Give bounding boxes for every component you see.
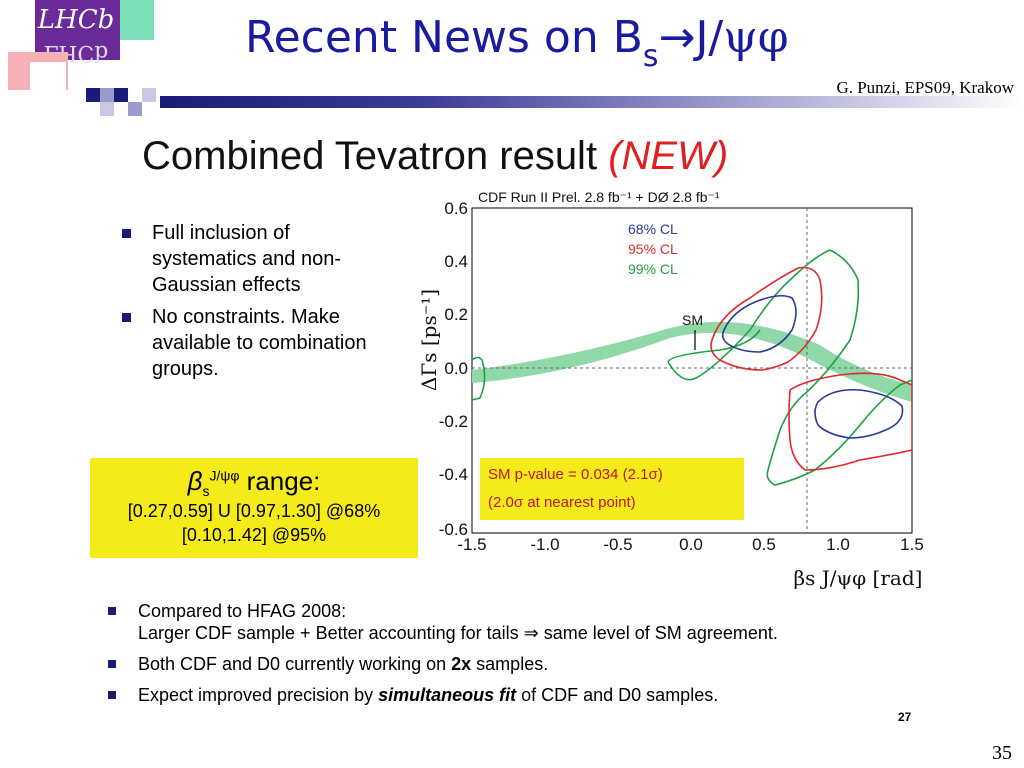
pvalue-line-1: SM p-value = 0.034 (2.1σ) bbox=[488, 466, 663, 483]
contour-99-upper bbox=[667, 249, 912, 486]
x-tick: -0.5 bbox=[603, 535, 632, 554]
beta-superscript: J/ψφ bbox=[209, 467, 240, 484]
byline: G. Punzi, EPS09, Krakow bbox=[836, 78, 1014, 97]
bullet-item: Both CDF and D0 currently working on 2x … bbox=[104, 653, 1004, 675]
x-tick: 1.5 bbox=[900, 535, 924, 554]
bottom-bullet-list: Compared to HFAG 2008: Larger CDF sample… bbox=[104, 600, 1004, 715]
legend-99: 99% CL bbox=[628, 261, 678, 277]
bullet-item: Expect improved precision by simultaneou… bbox=[104, 684, 1004, 706]
x-tick: 1.0 bbox=[826, 535, 850, 554]
y-axis-label: ΔΓs [ps⁻¹] bbox=[420, 289, 441, 391]
x-axis-ticks: -1.5 -1.0 -0.5 0.0 0.5 1.0 1.5 bbox=[457, 535, 923, 554]
contour-68-lower bbox=[814, 388, 904, 439]
contour-plot: CDF Run II Prel. 2.8 fb⁻¹ + DØ 2.8 fb⁻¹ … bbox=[420, 189, 924, 590]
beta-symbol: β bbox=[187, 466, 203, 496]
y-tick: -0.2 bbox=[439, 412, 468, 431]
slide-title: Recent News on Bs→J/ψφ bbox=[245, 10, 789, 74]
y-tick: 0.6 bbox=[444, 199, 468, 218]
x-tick: -1.5 bbox=[457, 535, 486, 554]
title-rule bbox=[160, 96, 1024, 108]
pvalue-box bbox=[480, 458, 744, 520]
inner-page-number: 27 bbox=[898, 710, 912, 724]
contour-68-upper bbox=[721, 294, 797, 353]
beta-range-line-2: [0.10,1.42] @95% bbox=[181, 525, 327, 546]
headline: Combined Tevatron result (NEW) bbox=[142, 134, 728, 179]
beta-range-header: βsJ/ψφ range: bbox=[90, 466, 418, 499]
bullet-item: No constraints. Make available to combin… bbox=[118, 304, 398, 382]
bullet-line: Compared to HFAG 2008: bbox=[138, 601, 347, 621]
pvalue-line-2: (2.0σ at nearest point) bbox=[488, 494, 636, 511]
headline-tag: (NEW) bbox=[608, 134, 729, 178]
title-jpsi: J/ bbox=[695, 12, 724, 63]
sm-band bbox=[472, 321, 912, 402]
title-subscript: s bbox=[642, 39, 659, 74]
x-axis-label: βs J/ψφ [rad] bbox=[794, 566, 923, 590]
bullet-text: samples. bbox=[471, 654, 549, 674]
beta-range-line-1: [0.27,0.59] U [0.97,1.30] @68% bbox=[127, 501, 381, 522]
top-bullet-list: Full inclusion of systematics and non-Ga… bbox=[118, 220, 398, 388]
contour-95-lower bbox=[788, 372, 912, 471]
headline-text: Combined Tevatron result bbox=[142, 134, 598, 178]
y-tick: -0.4 bbox=[439, 465, 468, 484]
lhcb-logo: LHCb LHCb bbox=[0, 0, 160, 120]
y-tick: -0.6 bbox=[439, 520, 468, 539]
y-axis-ticks: 0.6 0.4 0.2 0.0 -0.2 -0.4 -0.6 bbox=[439, 199, 468, 539]
bullet-item: Compared to HFAG 2008: Larger CDF sample… bbox=[104, 600, 1004, 644]
legend-68: 68% CL bbox=[628, 221, 678, 237]
contour-95-upper bbox=[710, 266, 823, 371]
bullet-text: Both CDF and D0 currently working on bbox=[138, 654, 452, 674]
title-prefix: Recent News on B bbox=[245, 12, 643, 63]
beta-range-label: range: bbox=[246, 466, 321, 496]
title-phi: φ bbox=[757, 12, 789, 63]
sm-label: SM bbox=[682, 312, 703, 328]
contour-99-left bbox=[472, 356, 486, 401]
beta-range-box: βsJ/ψφ range: [0.27,0.59] U [0.97,1.30] … bbox=[90, 458, 418, 558]
x-tick: -1.0 bbox=[530, 535, 559, 554]
title-psi: ψ bbox=[723, 12, 758, 63]
slide-page-number: 35 bbox=[992, 742, 1012, 764]
title-arrow: → bbox=[658, 12, 696, 63]
svg-text:LHCb: LHCb bbox=[37, 5, 114, 35]
bullet-line: Larger CDF sample + Better accounting fo… bbox=[138, 623, 778, 643]
y-tick: 0.2 bbox=[444, 305, 468, 324]
x-tick: 0.5 bbox=[752, 535, 776, 554]
bullet-text: of CDF and D0 samples. bbox=[516, 685, 719, 705]
bullet-item: Full inclusion of systematics and non-Ga… bbox=[118, 220, 398, 298]
bullet-emphasis: 2x bbox=[451, 654, 472, 674]
legend-95: 95% CL bbox=[628, 241, 678, 257]
plot-header: CDF Run II Prel. 2.8 fb⁻¹ + DØ 2.8 fb⁻¹ bbox=[478, 189, 720, 205]
y-tick: 0.4 bbox=[444, 252, 468, 271]
x-tick: 0.0 bbox=[679, 535, 703, 554]
contour-99-upper-b bbox=[667, 329, 761, 363]
beta-subscript: s bbox=[202, 483, 210, 500]
y-tick: 0.0 bbox=[444, 359, 468, 378]
bullet-text: Expect improved precision by bbox=[138, 685, 379, 705]
bullet-emphasis: simultaneous fit bbox=[378, 685, 517, 705]
